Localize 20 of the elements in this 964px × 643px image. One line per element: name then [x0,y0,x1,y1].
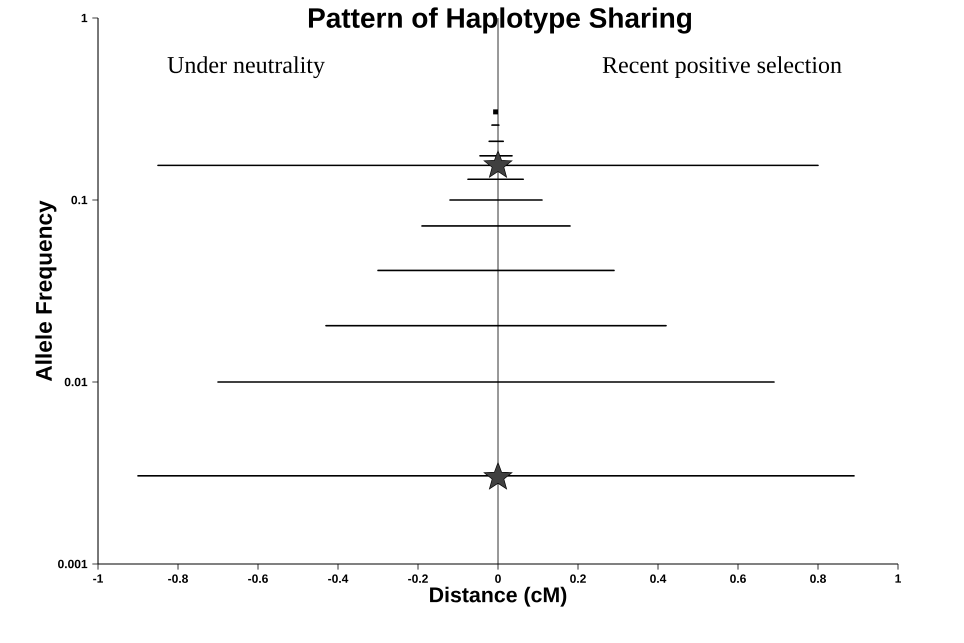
x-axis-title: Distance (cM) [430,586,566,607]
y-tick-label: 0.001 [58,560,88,568]
x-tick-label: 0.2 [570,574,586,584]
y-tick-label: 0.01 [64,378,88,386]
annotation: Under neutrality [168,56,325,78]
x-tick-label: -0.4 [328,574,348,584]
annotation: Recent positive selection [602,56,842,78]
x-tick-label: 0.4 [650,574,666,584]
x-tick-label: 0.8 [810,574,826,584]
chart-title: Pattern of Haplotype Sharing [308,8,692,34]
x-tick-label: 1 [895,574,902,583]
y-tick-label: 0.1 [71,196,88,204]
y-axis-title: Allele Frequency [35,200,56,382]
x-tick-label: 0 [495,574,501,584]
x-tick-label: -0.2 [408,574,428,584]
x-tick-label: -0.8 [168,574,188,584]
x-tick-label: -1 [93,574,104,583]
y-tick-label: 1 [82,14,88,22]
x-tick-label: 0.6 [730,574,746,584]
x-tick-label: -0.6 [248,574,268,584]
